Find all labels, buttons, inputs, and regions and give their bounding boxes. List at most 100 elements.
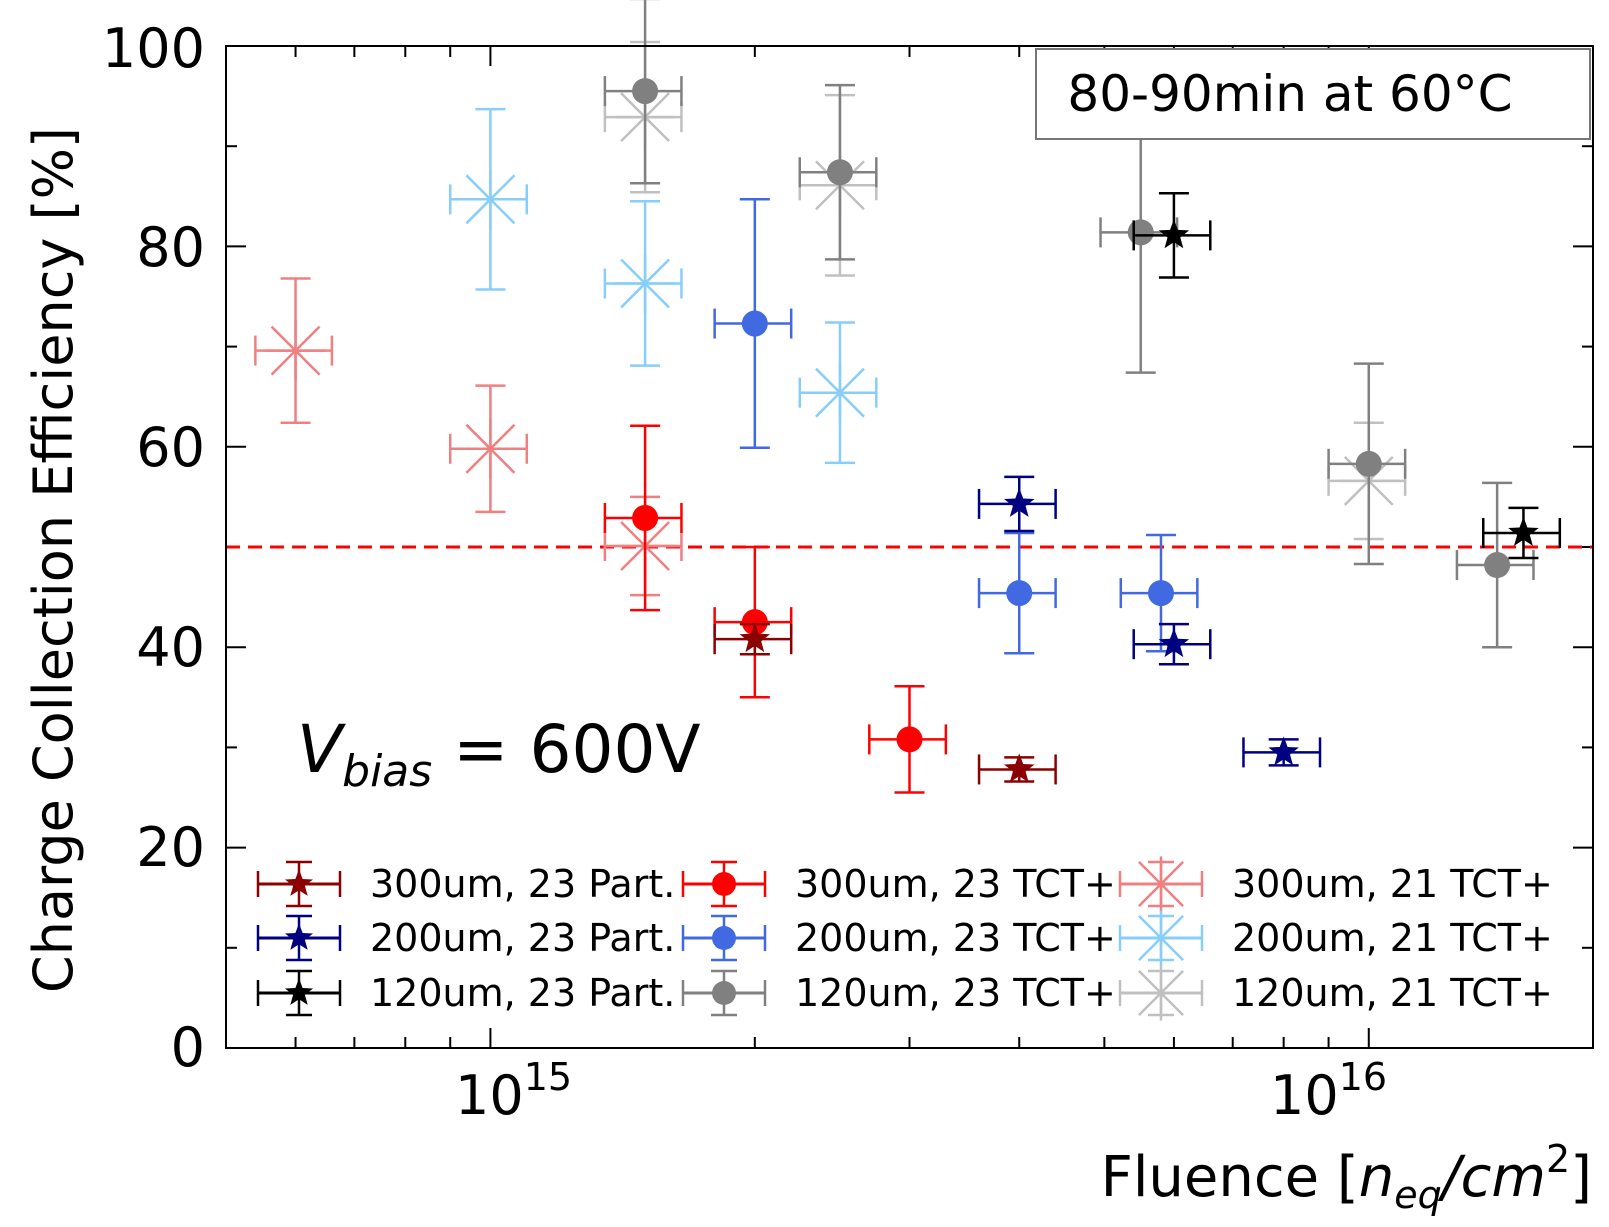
- y-tick-label: 100: [102, 17, 205, 80]
- data-point: [254, 277, 334, 425]
- legend-item: 300um, 23 TCT+: [681, 860, 1116, 908]
- circle-marker: [741, 310, 768, 337]
- legend-item: 200um, 23 Part.: [256, 914, 675, 962]
- data-point: [1119, 533, 1199, 653]
- series-200um-23-tct-: [713, 198, 1199, 655]
- legend-item: 200um, 21 TCT+: [1118, 910, 1553, 966]
- x-axis-label-suffix: ]: [1570, 1145, 1592, 1210]
- circle-marker: [741, 609, 768, 636]
- x-tick-label-exp: 16: [1339, 1055, 1387, 1099]
- data-point: [603, 0, 683, 185]
- legend-item: 300um, 23 Part.: [256, 860, 675, 908]
- data-point: [713, 545, 793, 699]
- legend-label: 120um, 23 TCT+: [795, 971, 1116, 1015]
- data-point: [448, 107, 529, 291]
- data-point: [603, 424, 683, 612]
- circle-marker: [1484, 552, 1511, 579]
- bias-label-v: V: [297, 711, 346, 788]
- star-marker: [1004, 753, 1035, 783]
- data-point: [868, 685, 948, 794]
- y-tick-labels: 0 20 40 60 80 100: [102, 17, 205, 1079]
- y-tick-label: 20: [136, 816, 205, 879]
- x-axis-label-cm: cm: [1461, 1145, 1546, 1210]
- x-axis-label-n: n: [1359, 1145, 1395, 1210]
- circle-marker: [712, 981, 736, 1005]
- bias-label-rest: = 600V: [432, 711, 700, 788]
- circle-marker: [712, 926, 736, 950]
- annotation-box: [1035, 48, 1591, 140]
- star-marker: [739, 623, 770, 653]
- legend-item: 120um, 23 Part.: [256, 969, 675, 1017]
- data-point: [977, 753, 1057, 785]
- data-point: [448, 384, 529, 514]
- star-marker: [1158, 219, 1190, 249]
- legend-label: 300um, 23 Part.: [370, 862, 675, 906]
- y-tick-label: 0: [171, 1016, 205, 1079]
- x-axis-label-cm-sup: 2: [1546, 1137, 1570, 1181]
- star-marker: [285, 978, 313, 1005]
- x-axis-label-n-sub: eq: [1394, 1173, 1442, 1217]
- x-tick-label-base: 10: [455, 1064, 524, 1127]
- data-point: [1327, 362, 1407, 566]
- x-axis-label: Fluence [neq/cm2]: [1101, 1137, 1592, 1217]
- circle-marker: [632, 504, 659, 531]
- x-tick-label-base: 10: [1270, 1064, 1339, 1127]
- legend-label: 300um, 23 TCT+: [795, 862, 1116, 906]
- x-tick-label-exp: 15: [524, 1055, 572, 1099]
- legend-label: 120um, 21 TCT+: [1232, 971, 1553, 1015]
- data-point: [1132, 622, 1212, 666]
- legend: 300um, 23 Part. 200um, 23 Part. 120um, 23 …: [256, 856, 1553, 1021]
- bias-label: Vbias = 600V: [297, 711, 701, 797]
- data-point: [603, 200, 683, 367]
- series-200um-23-part-: [977, 475, 1322, 768]
- y-axis-label: Charge Collection Efficiency [%]: [22, 127, 85, 993]
- x-tick-label-1e15: 1015: [455, 1055, 572, 1127]
- data-points: [254, 0, 1562, 794]
- x-axis-label-prefix: Fluence [: [1101, 1145, 1359, 1210]
- star-marker: [285, 923, 313, 950]
- legend-item: 120um, 23 TCT+: [681, 969, 1116, 1017]
- data-point: [977, 475, 1057, 533]
- legend-item: 120um, 21 TCT+: [1118, 965, 1553, 1021]
- legend-label: 120um, 23 Part.: [370, 971, 675, 1015]
- y-tick-label: 80: [136, 216, 205, 279]
- circle-marker: [712, 872, 736, 896]
- data-point: [1132, 192, 1212, 279]
- circle-marker: [826, 159, 853, 186]
- data-point: [713, 622, 793, 656]
- series-120um-23-part-: [1132, 192, 1562, 560]
- data-point: [1242, 736, 1322, 768]
- series-300um-23-tct-: [603, 424, 948, 794]
- circle-marker: [1147, 580, 1174, 607]
- data-point: [1455, 481, 1535, 649]
- series-200um-21-tct-: [448, 107, 878, 465]
- legend-label: 300um, 21 TCT+: [1232, 862, 1553, 906]
- legend-label: 200um, 21 TCT+: [1232, 916, 1553, 960]
- star-marker: [1004, 487, 1035, 517]
- legend-label: 200um, 23 Part.: [370, 916, 675, 960]
- star-marker: [1268, 736, 1299, 766]
- x-tick-label-1e16: 1016: [1270, 1055, 1387, 1127]
- data-point: [977, 531, 1057, 655]
- circle-marker: [1127, 219, 1154, 246]
- annotation-text: 80-90min at 60°C: [1067, 65, 1512, 123]
- y-tick-label: 60: [136, 416, 205, 479]
- data-point: [798, 83, 878, 261]
- y-tick-label: 40: [136, 616, 205, 679]
- series-300um-23-part-: [713, 622, 1057, 785]
- bias-label-sub: bias: [342, 746, 432, 797]
- circle-marker: [1355, 450, 1382, 477]
- legend-label: 200um, 23 TCT+: [795, 916, 1116, 960]
- star-marker: [285, 869, 313, 896]
- circle-marker: [896, 726, 923, 753]
- star-marker: [1508, 517, 1539, 546]
- circle-marker: [1006, 580, 1033, 607]
- legend-item: 200um, 23 TCT+: [681, 914, 1116, 962]
- data-point: [1482, 506, 1562, 560]
- circle-marker: [632, 78, 659, 105]
- data-point: [713, 198, 793, 450]
- star-marker: [1158, 628, 1190, 658]
- data-point: [798, 321, 878, 465]
- legend-item: 300um, 21 TCT+: [1118, 856, 1553, 912]
